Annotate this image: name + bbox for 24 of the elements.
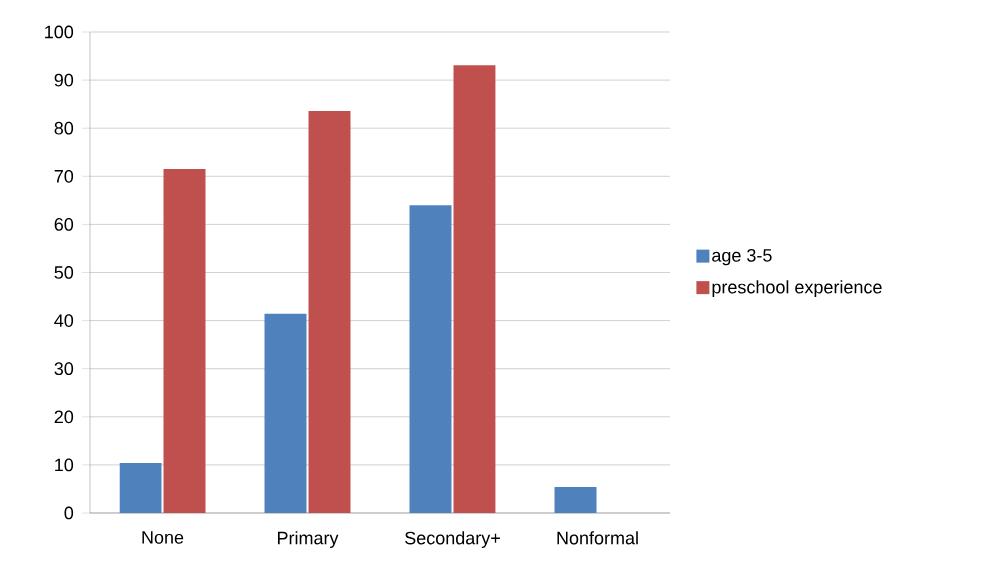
y-tick-label: 20 bbox=[54, 410, 74, 424]
bar bbox=[119, 462, 162, 513]
x-tick-label: Primary bbox=[277, 531, 339, 548]
y-tick-label: 90 bbox=[54, 73, 74, 87]
legend-label: age 3-5 bbox=[712, 248, 772, 266]
bar bbox=[554, 487, 597, 513]
x-tick-label: None bbox=[142, 531, 184, 544]
legend-label: preschool experience bbox=[712, 280, 882, 298]
bar bbox=[409, 205, 452, 513]
y-tick-label: 0 bbox=[64, 506, 74, 520]
y-tick-label: 60 bbox=[54, 218, 74, 231]
y-tick-label: 50 bbox=[54, 266, 74, 279]
y-tick-label: 40 bbox=[54, 314, 74, 327]
x-tick-label: Nonformal bbox=[557, 531, 638, 545]
y-tick-label: 80 bbox=[54, 121, 74, 135]
x-tick-label: Secondary+ bbox=[405, 531, 500, 548]
bar bbox=[308, 110, 351, 513]
y-tick-label: 100 bbox=[45, 25, 74, 39]
bar bbox=[453, 65, 496, 513]
y-tick-label: 30 bbox=[54, 362, 74, 376]
y-tick-label: 10 bbox=[55, 458, 74, 472]
y-tick-label: 70 bbox=[54, 169, 74, 183]
bar bbox=[163, 169, 206, 513]
bar bbox=[264, 313, 307, 513]
